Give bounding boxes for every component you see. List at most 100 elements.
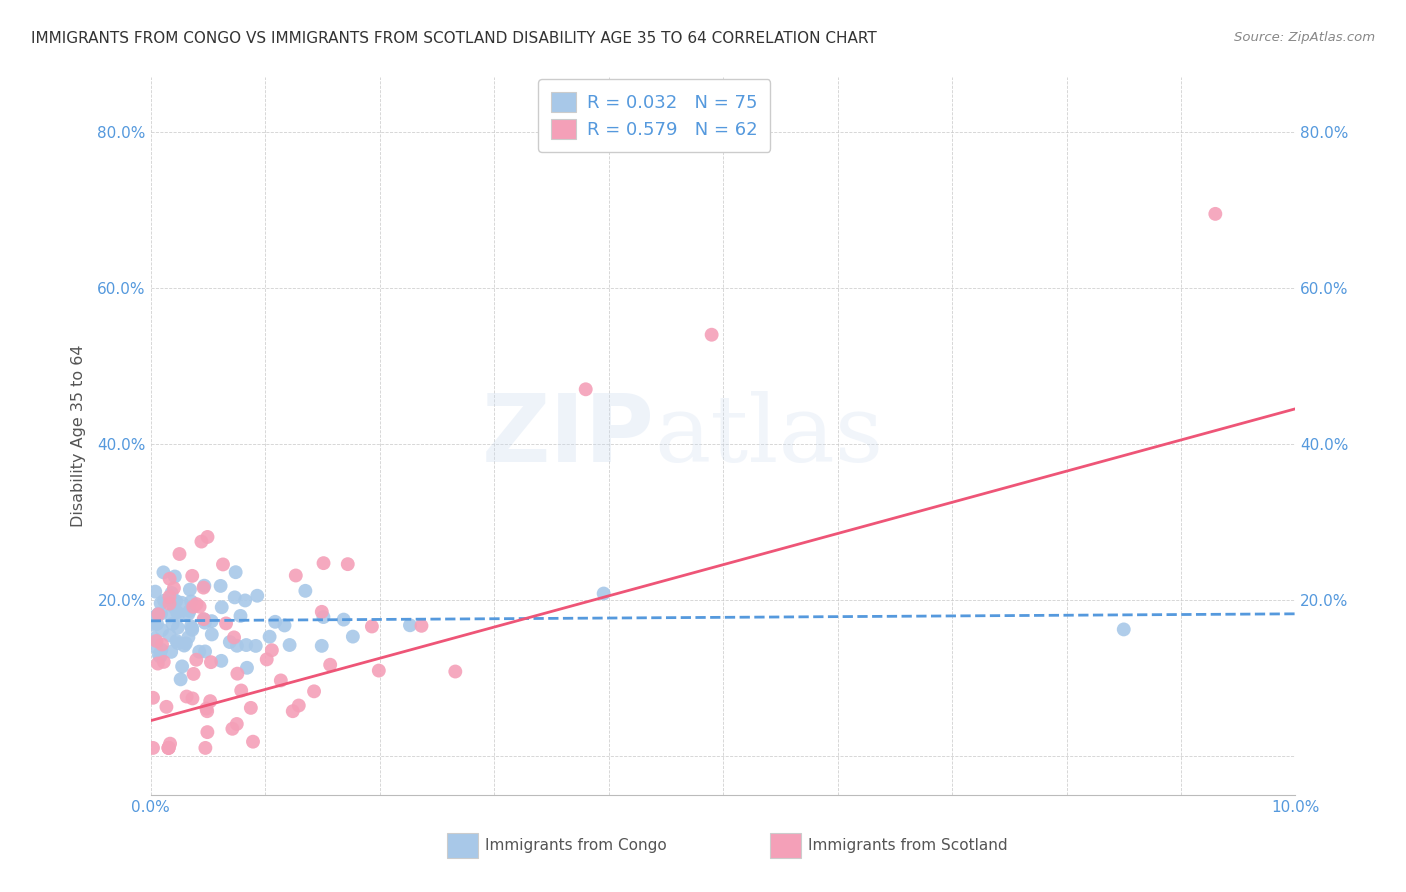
- Point: [148, 648, 170, 662]
- Point: [149, 596, 172, 610]
- Point: [399, 618, 422, 632]
- Point: [302, 684, 325, 698]
- Point: [150, 642, 173, 657]
- Point: [226, 639, 249, 653]
- Point: [148, 607, 170, 622]
- Point: [177, 630, 200, 644]
- Y-axis label: Disability Age 35 to 64: Disability Age 35 to 64: [72, 345, 86, 527]
- Point: [278, 638, 301, 652]
- Point: [152, 655, 174, 669]
- Point: [169, 673, 191, 687]
- Point: [142, 740, 165, 755]
- Point: [170, 596, 193, 610]
- Point: [188, 599, 211, 614]
- Point: [143, 609, 166, 624]
- Point: [183, 667, 205, 681]
- Point: [188, 645, 211, 659]
- Text: Immigrants from Congo: Immigrants from Congo: [485, 838, 666, 853]
- Point: [312, 610, 335, 624]
- Point: [575, 382, 598, 396]
- Point: [152, 566, 174, 580]
- Point: [211, 600, 233, 615]
- Point: [332, 613, 354, 627]
- Point: [201, 614, 224, 628]
- Point: [221, 722, 243, 736]
- Point: [166, 605, 188, 619]
- Point: [193, 613, 215, 627]
- Point: [342, 630, 364, 644]
- Point: [235, 638, 257, 652]
- Point: [225, 717, 247, 731]
- Point: [700, 327, 723, 342]
- Point: [361, 619, 384, 633]
- Point: [142, 690, 165, 705]
- Point: [273, 618, 295, 632]
- Point: [160, 645, 183, 659]
- Point: [444, 665, 467, 679]
- Point: [150, 623, 173, 637]
- Point: [190, 534, 212, 549]
- Point: [150, 638, 173, 652]
- Point: [209, 579, 232, 593]
- Point: [159, 628, 181, 642]
- Point: [142, 615, 165, 630]
- Point: [311, 639, 333, 653]
- Point: [231, 683, 253, 698]
- Point: [194, 615, 217, 630]
- Point: [145, 640, 167, 654]
- Point: [200, 655, 222, 669]
- Point: [233, 593, 256, 607]
- Point: [143, 618, 166, 632]
- Point: [1112, 623, 1135, 637]
- Point: [294, 583, 316, 598]
- Point: [181, 621, 204, 635]
- Point: [224, 591, 246, 605]
- Point: [222, 631, 245, 645]
- Point: [186, 653, 208, 667]
- Point: [174, 636, 197, 650]
- Point: [180, 619, 202, 633]
- Point: [159, 597, 181, 611]
- Point: [195, 704, 218, 718]
- Point: [336, 557, 359, 571]
- Point: [194, 740, 217, 755]
- Point: [173, 639, 195, 653]
- Point: [281, 704, 304, 718]
- Point: [319, 657, 342, 672]
- Point: [287, 698, 309, 713]
- Point: [181, 599, 204, 614]
- Point: [367, 664, 389, 678]
- Point: [229, 608, 252, 623]
- Point: [246, 589, 269, 603]
- Point: [256, 652, 278, 666]
- Point: [195, 701, 218, 715]
- Point: [218, 635, 240, 649]
- Point: [181, 691, 204, 706]
- Point: [153, 593, 176, 607]
- Point: [179, 604, 201, 618]
- Point: [179, 582, 201, 597]
- Point: [163, 581, 186, 595]
- Text: IMMIGRANTS FROM CONGO VS IMMIGRANTS FROM SCOTLAND DISABILITY AGE 35 TO 64 CORREL: IMMIGRANTS FROM CONGO VS IMMIGRANTS FROM…: [31, 31, 877, 46]
- Point: [270, 673, 292, 688]
- Point: [180, 594, 202, 608]
- Point: [145, 634, 167, 648]
- Point: [157, 740, 180, 755]
- Point: [163, 594, 186, 608]
- Point: [169, 547, 191, 561]
- Point: [239, 701, 262, 715]
- Text: Immigrants from Scotland: Immigrants from Scotland: [808, 838, 1008, 853]
- Point: [162, 616, 184, 631]
- Text: ZIP: ZIP: [481, 390, 654, 482]
- Text: Source: ZipAtlas.com: Source: ZipAtlas.com: [1234, 31, 1375, 45]
- Point: [411, 619, 433, 633]
- Point: [260, 643, 283, 657]
- Point: [157, 740, 180, 755]
- Point: [149, 649, 172, 664]
- Point: [195, 725, 218, 739]
- Point: [201, 627, 224, 641]
- Point: [181, 623, 204, 637]
- Text: atlas: atlas: [654, 391, 883, 481]
- Point: [167, 636, 190, 650]
- Point: [167, 607, 190, 622]
